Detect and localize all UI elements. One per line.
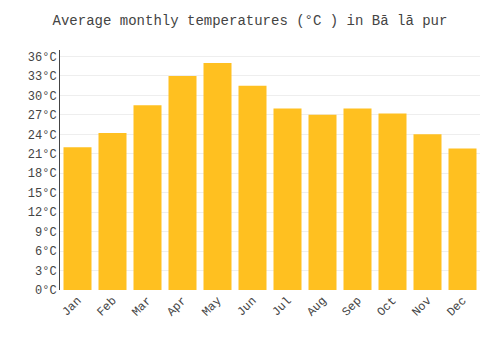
svg-text:Feb: Feb: [94, 294, 119, 319]
svg-text:Aug: Aug: [304, 294, 329, 319]
svg-text:12°C: 12°C: [28, 206, 57, 220]
svg-text:36°C: 36°C: [28, 51, 57, 65]
svg-text:Mar: Mar: [129, 294, 154, 319]
svg-text:0°C: 0°C: [35, 284, 57, 298]
svg-text:3°C: 3°C: [35, 265, 57, 279]
svg-text:9°C: 9°C: [35, 226, 57, 240]
svg-text:15°C: 15°C: [28, 187, 57, 201]
svg-text:May: May: [199, 294, 224, 319]
svg-text:24°C: 24°C: [28, 129, 57, 143]
svg-text:Dec: Dec: [444, 294, 469, 319]
svg-text:Jan: Jan: [59, 294, 84, 319]
svg-text:30°C: 30°C: [28, 90, 57, 104]
svg-text:33°C: 33°C: [28, 70, 57, 84]
svg-text:Nov: Nov: [409, 294, 434, 319]
svg-text:18°C: 18°C: [28, 167, 57, 181]
svg-text:Apr: Apr: [164, 294, 189, 319]
svg-text:Average monthly temperatures (: Average monthly temperatures (°C ) in Bā…: [53, 13, 448, 29]
svg-text:21°C: 21°C: [28, 148, 57, 162]
svg-text:Sep: Sep: [339, 294, 364, 319]
svg-text:Jun: Jun: [234, 294, 259, 319]
svg-text:Jul: Jul: [269, 294, 294, 319]
svg-text:Oct: Oct: [374, 294, 399, 319]
svg-text:6°C: 6°C: [35, 245, 57, 259]
svg-text:27°C: 27°C: [28, 109, 57, 123]
